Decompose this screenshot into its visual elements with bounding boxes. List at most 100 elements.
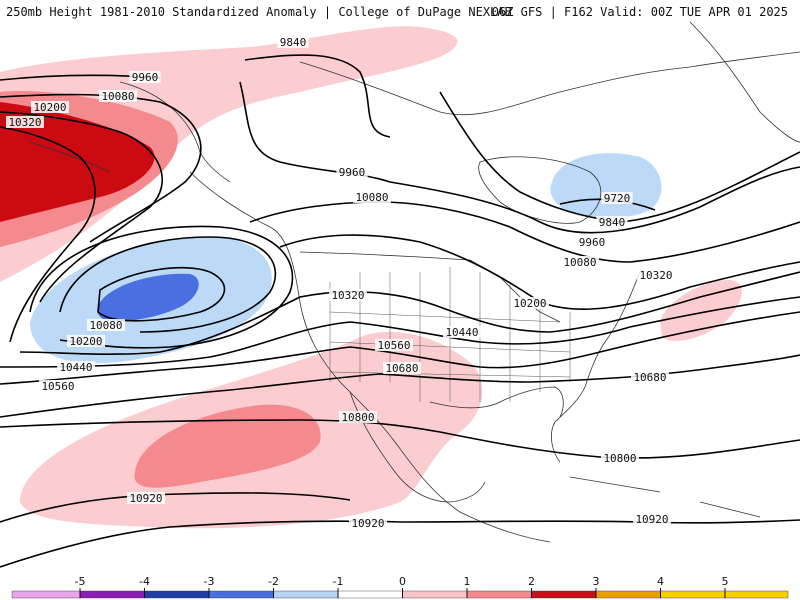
colorbar-ticks: -5 -4 -3 -2 -1 0 1 2 3 4 5	[75, 575, 729, 598]
contour-labels: 9840 9960 10080 10200 10320 9960 10080 9720 9840…	[6, 36, 675, 530]
contour-label-bg	[443, 326, 481, 338]
contour-label: 9960	[339, 166, 366, 179]
contour-label-bg	[637, 269, 675, 281]
contour-label-bg	[87, 319, 125, 331]
colorbar-tick-label: -4	[139, 575, 150, 588]
contour-9840-east	[439, 91, 800, 223]
colorbar-swatch	[466, 590, 532, 599]
positive-anomaly-atlantic	[660, 280, 742, 342]
contour-label: 10200	[69, 335, 102, 348]
anomaly-colorbar: -5 -4 -3 -2 -1 0 1 2 3 4 5	[11, 575, 789, 599]
contour-label: 9840	[280, 36, 307, 49]
model-run-info: 06Z GFS | F162 Valid: 00Z TUE APR 01 202…	[491, 5, 788, 19]
contour-label-bg	[375, 339, 413, 351]
colorbar-swatch	[402, 590, 468, 599]
caribbean-outline	[569, 476, 761, 518]
contour-10080-low	[97, 266, 226, 322]
gulf-coast-outline	[429, 386, 564, 418]
coastlines	[29, 22, 800, 543]
contour-label-bg	[99, 90, 137, 102]
contour-label: 10800	[341, 411, 374, 424]
contour-10320-west	[0, 126, 96, 343]
contour-10800	[0, 419, 800, 459]
contour-label-bg	[383, 362, 421, 374]
contour-label: 9960	[132, 71, 159, 84]
contour-label: 10440	[445, 326, 478, 339]
contour-10200-west	[0, 111, 163, 303]
colorbar-swatch	[337, 590, 403, 599]
contour-label: 10200	[33, 101, 66, 114]
contour-label-bg	[67, 335, 105, 347]
contour-label: 10920	[351, 517, 384, 530]
colorbar-swatch	[531, 590, 597, 599]
contour-label-bg	[6, 116, 44, 128]
colorbar-tick-label: -2	[268, 575, 279, 588]
east-coast-outline	[550, 271, 641, 463]
colorbar-swatch	[273, 590, 339, 599]
contour-label: 10680	[633, 371, 666, 384]
contour-10080-ring	[59, 236, 277, 333]
contour-label: 10080	[563, 256, 596, 269]
colorbar-tick-label: 2	[528, 575, 535, 588]
strong-anomaly-alaska	[0, 102, 155, 222]
colorbar-swatch	[660, 590, 789, 599]
colorbar-swatch	[595, 590, 661, 599]
contour-label-bg	[601, 452, 639, 464]
contour-10560	[0, 311, 800, 385]
contour-label: 10920	[635, 513, 668, 526]
contour-label-bg	[601, 192, 633, 204]
contour-label: 10560	[377, 339, 410, 352]
contour-label: 10800	[603, 452, 636, 465]
contour-label-bg	[339, 411, 377, 423]
west-coast-outline	[189, 171, 551, 543]
colorbar-tick-label: -3	[204, 575, 215, 588]
alaska-coast-outline	[29, 81, 231, 183]
contour-label-bg	[576, 236, 608, 248]
moderate-anomaly-subtropics	[134, 404, 321, 488]
colorbar-tick-label: -5	[75, 575, 86, 588]
weather-map: 9840 9960 10080 10200 10320 9960 10080 9720 9840…	[0, 22, 800, 568]
contour-label-bg	[57, 361, 95, 373]
colorbar-tick-label: 4	[657, 575, 664, 588]
map-title: 250mb Height 1981-2010 Standardized Anom…	[6, 5, 512, 19]
hudson-bay-outline	[478, 156, 602, 224]
us-canada-border	[299, 251, 561, 323]
canada-arctic-outline	[299, 51, 800, 116]
contour-10920-south	[0, 519, 800, 568]
contour-label-bg	[127, 492, 165, 504]
contour-label-bg	[353, 191, 391, 203]
contour-label: 10320	[331, 289, 364, 302]
colorbar-tick-label: 1	[464, 575, 471, 588]
contour-label-bg	[596, 216, 628, 228]
contour-label: 9720	[604, 192, 631, 205]
contour-label-bg	[349, 517, 387, 529]
contour-label: 9840	[599, 216, 626, 229]
contour-label: 10320	[639, 269, 672, 282]
contour-label: 9960	[579, 236, 606, 249]
colorbar-swatch	[208, 590, 274, 599]
contour-label: 10920	[129, 492, 162, 505]
colorbar-swatches	[11, 590, 789, 599]
contour-label: 10440	[59, 361, 92, 374]
contour-label-bg	[511, 297, 549, 309]
contour-10920-west	[0, 492, 351, 523]
strong-negative-anomaly-pacific	[97, 273, 199, 322]
contour-label: 10680	[385, 362, 418, 375]
contour-label-bg	[633, 513, 671, 525]
contour-label: 10080	[89, 319, 122, 332]
contour-10080-west	[0, 93, 202, 243]
colorbar-tick-label: 3	[593, 575, 600, 588]
contour-label: 10080	[355, 191, 388, 204]
contour-label-bg	[39, 380, 77, 392]
colorbar-swatch	[79, 590, 145, 599]
contour-label-bg	[336, 166, 368, 178]
colorbar-swatch	[144, 590, 210, 599]
colorbar-tick-label: 0	[399, 575, 406, 588]
contour-9840-north	[244, 54, 391, 138]
contour-10680	[0, 354, 800, 418]
contour-label: 10200	[513, 297, 546, 310]
contour-10200-loop	[29, 225, 294, 349]
greenland-outline	[689, 22, 800, 143]
contour-label-bg	[329, 289, 367, 301]
colorbar-tick-label: -1	[333, 575, 344, 588]
